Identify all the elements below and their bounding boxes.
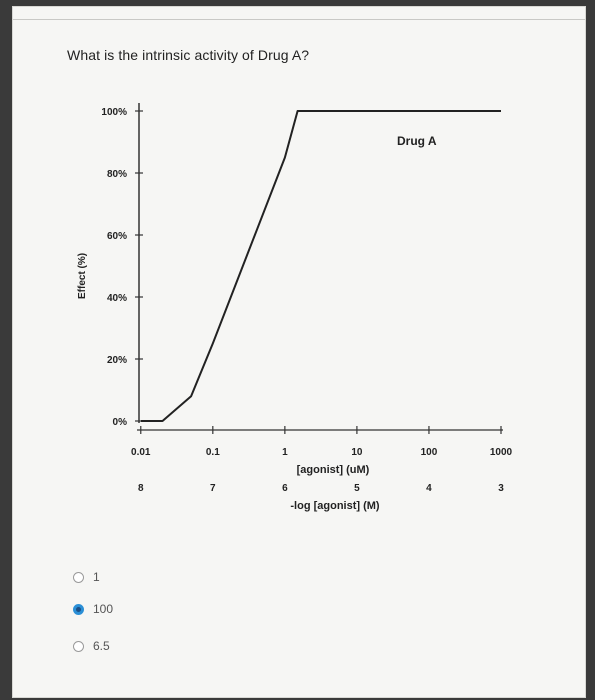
y-tick-label: 80%: [107, 169, 127, 180]
series-label-drug-a: Drug A: [397, 134, 437, 148]
y-tick-label: 60%: [107, 231, 127, 242]
y-tick-label: 100%: [101, 107, 127, 118]
x2-tick-label: 5: [354, 483, 360, 494]
radio-icon[interactable]: [73, 603, 84, 615]
answer-option-100[interactable]: 100: [73, 602, 113, 616]
radio-icon[interactable]: [73, 571, 84, 583]
series-line-drug-a: [141, 110, 501, 422]
divider: [13, 19, 585, 20]
y-tick-label: 40%: [107, 293, 127, 304]
radio-icon[interactable]: [73, 640, 84, 652]
answer-label: 6.5: [93, 639, 110, 653]
question-card: What is the intrinsic activity of Drug A…: [12, 6, 586, 698]
x2-tick-label: 4: [426, 483, 432, 494]
x2-tick-label: 8: [138, 483, 144, 494]
x2-tick-label: 6: [282, 483, 288, 494]
y-axis-label: Effect (%): [77, 253, 88, 299]
x-axis: 0.01 8 0.1 7 1 6 10 5 100 4 1000 3: [131, 426, 513, 494]
question-text: What is the intrinsic activity of Drug A…: [67, 47, 310, 63]
y-tick-label: 20%: [107, 355, 127, 366]
answer-label: 1: [93, 570, 100, 584]
x-tick-label: 100: [421, 447, 438, 458]
x-tick-label: 1000: [490, 447, 513, 458]
answer-option-1[interactable]: 1: [73, 570, 100, 584]
dose-response-chart: 100% 80% 60% 40% 20% 0% 0.01 8 0.1 7 1 6 10 5 100 4 100…: [77, 103, 513, 512]
x-tick-label: 0.1: [206, 447, 220, 458]
answer-label: 100: [93, 602, 114, 616]
x-tick-label: 1: [282, 447, 288, 458]
x2-tick-label: 3: [498, 483, 504, 494]
x2-axis-label: -log [agonist] (M): [290, 500, 380, 512]
x-tick-label: 0.01: [131, 447, 151, 458]
x-tick-label: 10: [351, 447, 363, 458]
y-tick-label: 0%: [113, 417, 128, 428]
series-layer: [141, 110, 501, 422]
y-axis: 100% 80% 60% 40% 20% 0%: [101, 103, 143, 428]
x-axis-label: [agonist] (uM): [297, 464, 370, 476]
x2-tick-label: 7: [210, 483, 216, 494]
answer-option-6-5[interactable]: 6.5: [73, 639, 110, 653]
